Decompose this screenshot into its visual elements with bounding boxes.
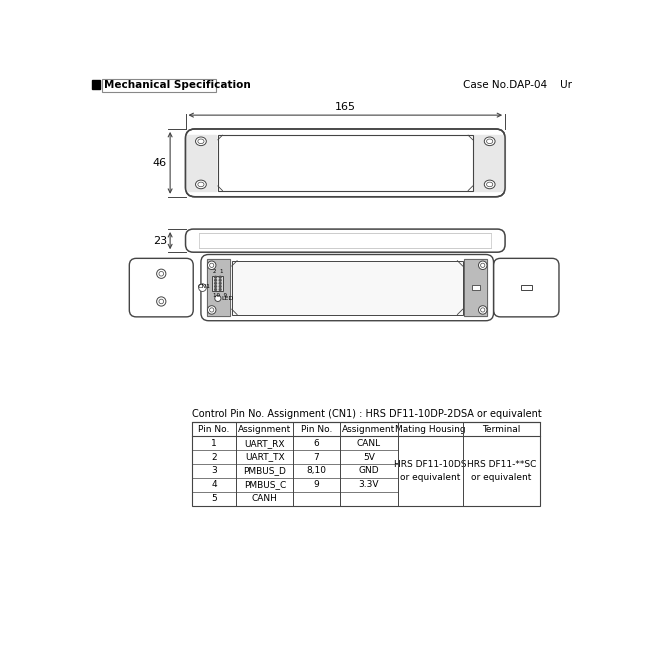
Text: Mating Housing: Mating Housing <box>395 425 466 434</box>
Text: 1: 1 <box>211 439 217 448</box>
Circle shape <box>214 279 216 281</box>
Circle shape <box>219 283 221 284</box>
Ellipse shape <box>478 261 487 270</box>
Ellipse shape <box>480 263 485 268</box>
Circle shape <box>214 276 216 278</box>
Ellipse shape <box>159 299 163 304</box>
Text: Control Pin No. Assignment (CN1) : HRS DF11-10DP-2DSA or equivalent: Control Pin No. Assignment (CN1) : HRS D… <box>192 410 541 419</box>
Bar <box>192 491 540 506</box>
Bar <box>192 450 540 464</box>
Bar <box>207 259 230 316</box>
Text: 46: 46 <box>153 158 167 168</box>
Bar <box>92 81 100 89</box>
Text: HRS DF11-**SC
or equivalent: HRS DF11-**SC or equivalent <box>466 460 536 482</box>
FancyBboxPatch shape <box>186 229 505 252</box>
Circle shape <box>219 286 221 288</box>
FancyBboxPatch shape <box>201 255 494 321</box>
Text: 165: 165 <box>335 102 356 112</box>
Text: 23: 23 <box>153 235 167 246</box>
Ellipse shape <box>196 137 206 146</box>
Ellipse shape <box>159 272 163 276</box>
Text: Pin No.: Pin No. <box>198 425 230 434</box>
Bar <box>186 135 216 190</box>
Circle shape <box>219 276 221 278</box>
Bar <box>207 259 230 316</box>
Bar <box>192 436 540 450</box>
FancyBboxPatch shape <box>103 79 216 92</box>
Text: 7: 7 <box>314 453 320 462</box>
Bar <box>464 259 487 316</box>
Ellipse shape <box>157 297 166 306</box>
Text: PMBUS_D: PMBUS_D <box>243 466 286 475</box>
Ellipse shape <box>208 261 216 270</box>
Circle shape <box>214 286 216 288</box>
Bar <box>192 464 540 478</box>
Text: Mechanical Specification: Mechanical Specification <box>104 81 251 90</box>
Text: PMBUS_C: PMBUS_C <box>244 481 286 489</box>
Text: Terminal: Terminal <box>482 425 521 434</box>
Bar <box>474 135 505 190</box>
Ellipse shape <box>486 182 492 187</box>
Ellipse shape <box>210 308 214 312</box>
Bar <box>232 261 463 315</box>
Text: 5: 5 <box>211 494 217 503</box>
Ellipse shape <box>210 263 214 268</box>
Bar <box>212 276 223 292</box>
Text: UART_RX: UART_RX <box>245 439 285 448</box>
Text: 8,10: 8,10 <box>306 466 326 475</box>
Ellipse shape <box>208 306 216 314</box>
Text: Pin No.: Pin No. <box>301 425 332 434</box>
Circle shape <box>214 288 216 290</box>
Ellipse shape <box>198 182 204 187</box>
Ellipse shape <box>478 306 487 314</box>
Text: Assignment: Assignment <box>342 425 395 434</box>
FancyBboxPatch shape <box>129 259 193 317</box>
Text: HRS DF11-10DS
or equivalent: HRS DF11-10DS or equivalent <box>394 460 466 482</box>
Ellipse shape <box>486 139 492 144</box>
Text: GND: GND <box>358 466 379 475</box>
Bar <box>464 259 487 316</box>
FancyBboxPatch shape <box>494 259 559 317</box>
Text: CANH: CANH <box>252 494 278 503</box>
Text: LED: LED <box>222 296 234 301</box>
Circle shape <box>219 288 221 290</box>
Text: 5V: 5V <box>363 453 375 462</box>
Text: 10  9: 10 9 <box>213 293 227 298</box>
Bar <box>218 135 473 190</box>
Bar <box>192 422 540 436</box>
Circle shape <box>198 284 206 292</box>
Ellipse shape <box>198 139 204 144</box>
Bar <box>192 422 540 506</box>
Bar <box>192 478 540 491</box>
Ellipse shape <box>484 137 495 146</box>
Text: 6: 6 <box>314 439 320 448</box>
Circle shape <box>215 295 221 301</box>
Text: CANL: CANL <box>356 439 381 448</box>
Text: CN1: CN1 <box>197 284 210 288</box>
Text: Case No.DAP-04    Ur: Case No.DAP-04 Ur <box>463 81 572 90</box>
Text: Assignment: Assignment <box>239 425 291 434</box>
Bar <box>521 285 531 290</box>
FancyBboxPatch shape <box>186 129 505 197</box>
Text: 9: 9 <box>314 481 320 489</box>
Text: 2: 2 <box>211 453 217 462</box>
Bar <box>472 285 480 290</box>
Text: 4: 4 <box>211 481 217 489</box>
Text: UART_TX: UART_TX <box>245 453 285 462</box>
Ellipse shape <box>157 269 166 279</box>
Text: 3.3V: 3.3V <box>358 481 379 489</box>
Circle shape <box>214 283 216 284</box>
Ellipse shape <box>196 180 206 189</box>
Circle shape <box>219 279 221 281</box>
Ellipse shape <box>480 308 485 312</box>
Ellipse shape <box>484 180 495 189</box>
Text: 3: 3 <box>211 466 217 475</box>
Text: 2  1: 2 1 <box>213 269 224 273</box>
